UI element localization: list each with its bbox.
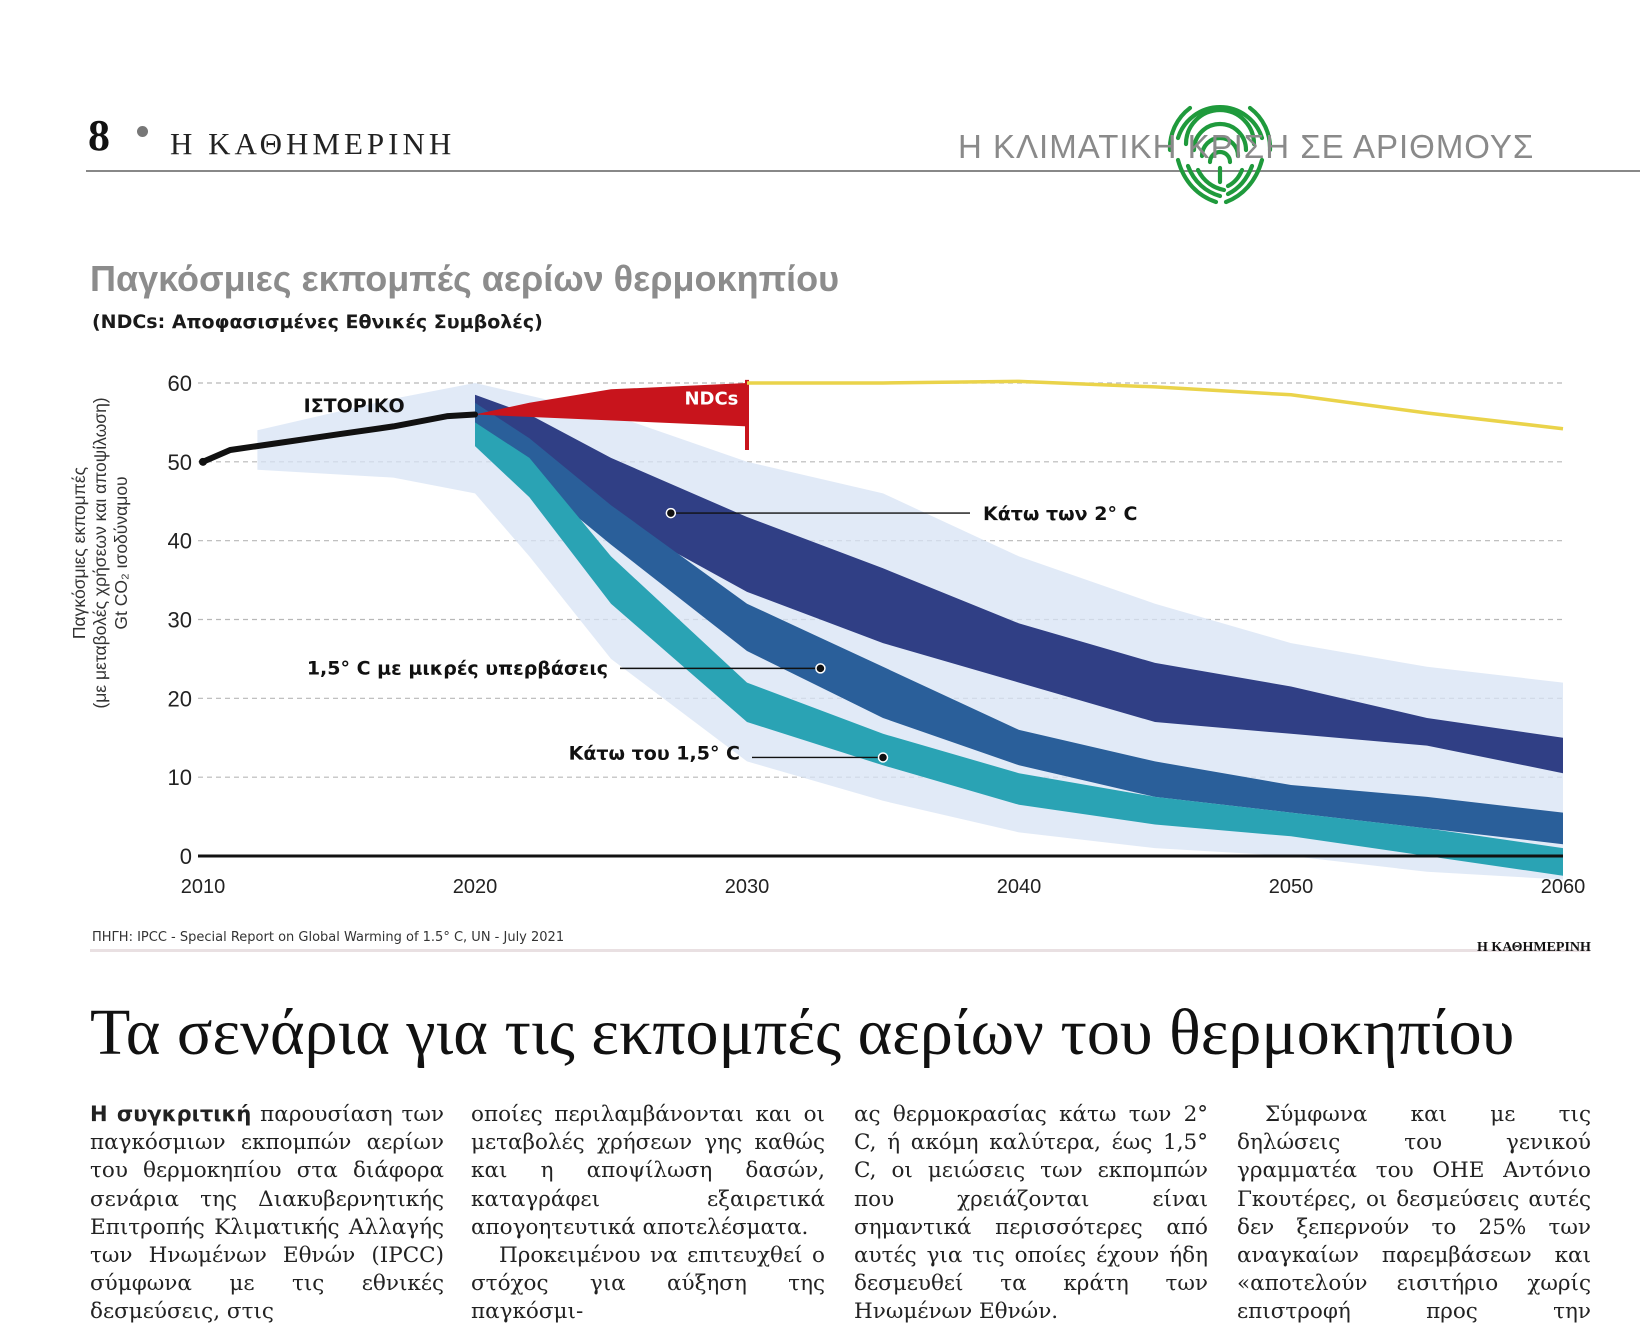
x-tick-label: 2030 <box>725 876 770 898</box>
chart-credit: Η ΚΑΘΗΜΕΡΙΝΗ <box>1477 940 1591 955</box>
y-axis-label-line-3: Gt CO₂ ισοδύναμου <box>111 476 131 629</box>
fingerprint-icon <box>1167 105 1273 205</box>
y-tick-label: 30 <box>168 608 192 633</box>
x-tick-label: 2040 <box>997 876 1042 898</box>
column-2-paragraph-1: οποίες περιλαμβάνονται και οι μεταβολές … <box>471 1102 825 1240</box>
y-axis-label-line-2: (με μεταβολές χρήσεων και αποψίλωση) <box>90 397 110 708</box>
scenario-bands <box>475 394 1563 876</box>
article-column-2: οποίες περιλαμβάνονται και οι μεταβολές … <box>471 1101 825 1327</box>
below-2c-label: Κάτω των 2° C <box>983 503 1138 525</box>
column-1-text: παρουσίαση των παγκόσμιων εκπομπών αερίω… <box>90 1102 444 1325</box>
y-tick-label: 50 <box>168 450 192 475</box>
x-tick-label: 2060 <box>1541 876 1586 898</box>
article-headline: Τα σενάρια για τις εκπομπές αερίων του θ… <box>90 996 1515 1069</box>
ndcs-continuation-line <box>747 379 1564 431</box>
lead-bold-text: Η συγκριτική <box>90 1102 252 1126</box>
band-below-15c <box>475 422 1563 876</box>
column-3-text: ας θερμοκρασίας κάτω των 2° C, ή ακόμη κ… <box>854 1102 1208 1325</box>
y-axis-label-line-1: Παγκόσμιες εκπομπές <box>69 467 89 639</box>
article-column-4: Σύμφωνα και με τις δηλώσεις του γενικού … <box>1237 1101 1591 1327</box>
below-15c-label-marker <box>877 752 889 763</box>
ndcs-label: NDCs <box>684 388 738 409</box>
y-tick-label: 60 <box>168 371 192 396</box>
masthead-bullet <box>137 126 148 137</box>
source-rule <box>90 949 1590 952</box>
band-overshoot-15c <box>475 402 1563 845</box>
y-tick-label: 10 <box>168 765 192 790</box>
chart-subtitle: (NDCs: Αποφασισμένες Εθνικές Συμβολές) <box>92 311 543 333</box>
x-tick-label: 2020 <box>453 876 498 898</box>
y-axis-label: Παγκόσμιες εκπομπές (με μεταβολές χρήσεω… <box>69 397 131 708</box>
below-2c-label-marker <box>665 507 677 519</box>
column-2-paragraph-2: Προκειμένου να επιτευχθεί ο στόχος για α… <box>471 1243 825 1325</box>
series-lines <box>199 379 1564 466</box>
below-15c-label: Κάτω του 1,5° C <box>569 742 740 764</box>
y-tick-label: 20 <box>168 686 192 711</box>
overshoot-15c-label: 1,5° C με μικρές υπερβάσεις <box>307 657 608 679</box>
x-tick-label: 2010 <box>181 876 226 898</box>
section-title: Η ΚΛΙΜΑΤΙΚΗ ΚΡΙΣΗ ΣΕ ΑΡΙΘΜΟΥΣ <box>958 128 1535 165</box>
history-start-point <box>199 457 207 466</box>
history-label: ΙΣΤΟΡΙΚΟ <box>304 395 405 417</box>
y-tick-label: 0 <box>180 844 192 869</box>
article-column-3: ας θερμοκρασίας κάτω των 2° C, ή ακόμη κ… <box>854 1101 1208 1327</box>
chart-title: Παγκόσμιες εκπομπές αερίων θερμοκηπίου <box>90 258 840 299</box>
ndcs-wedge <box>475 383 747 427</box>
history-line <box>200 411 478 465</box>
page-number: 8 <box>88 111 110 160</box>
chart-source: ΠΗΓΗ: IPCC - Special Report on Global Wa… <box>92 930 565 945</box>
x-tick-label: 2050 <box>1269 876 1314 898</box>
band-below-2c <box>475 394 1563 774</box>
overshoot-15c-label-marker <box>815 663 826 674</box>
column-4-text: Σύμφωνα και με τις δηλώσεις του γενικού … <box>1237 1102 1591 1325</box>
article-column-1: Η συγκριτική παρουσίαση των παγκόσμιων ε… <box>90 1101 444 1327</box>
masthead-rule <box>86 170 1640 172</box>
newspaper-name: Η ΚΑΘΗΜΕΡΙΝΗ <box>170 126 456 161</box>
y-tick-label: 40 <box>168 529 192 554</box>
chart-labels: ΙΣΤΟΡΙΚΟ NDCs Κάτω των 2° C 1,5° C με μικρέ… <box>304 388 1138 764</box>
